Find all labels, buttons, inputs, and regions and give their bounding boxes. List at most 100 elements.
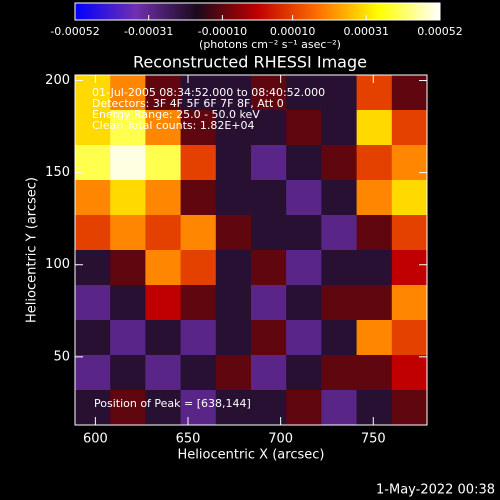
heatmap-cell (391, 285, 428, 321)
heatmap-cell (251, 285, 287, 321)
heatmap-cell (321, 180, 358, 216)
heatmap-cell (391, 250, 428, 286)
heatmap-cell (145, 75, 182, 111)
heatmap-cell (286, 75, 322, 111)
heatmap-cell (180, 390, 217, 426)
heatmap-cell (110, 75, 146, 111)
heatmap-cell (391, 320, 428, 356)
annotation: Clean Total counts: 1.82E+04 (92, 119, 255, 132)
heatmap-cell (356, 285, 393, 321)
heatmap-cell (356, 320, 393, 356)
heatmap-cell (251, 110, 287, 146)
heatmap-cell (75, 215, 111, 251)
heatmap-cell (251, 180, 287, 216)
heatmap-cell (286, 180, 322, 216)
heatmap-cell (180, 250, 217, 286)
heatmap-cell (180, 180, 217, 216)
heatmap-cell (391, 110, 428, 146)
colorbar-tick-label: 0.00031 (344, 25, 390, 38)
heatmap-cell (110, 285, 146, 321)
heatmap-cell (321, 145, 358, 181)
y-tick-label: 50 (53, 349, 70, 364)
heatmap-cell (251, 215, 287, 251)
heatmap-cell (391, 390, 428, 426)
heatmap-cell (145, 285, 182, 321)
timestamp: 1-May-2022 00:38 (376, 483, 495, 498)
heatmap-cell (251, 145, 287, 181)
annotation: Energy Range: 25.0 - 50.0 keV (92, 108, 260, 121)
heatmap-cell (110, 110, 146, 146)
heatmap-cell (180, 285, 217, 321)
heatmap-cell (75, 180, 111, 216)
x-tick-label: 600 (83, 432, 108, 447)
heatmap-cell (110, 145, 146, 181)
annotation: 01-Jul-2005 08:34:52.000 to 08:40:52.000 (92, 86, 325, 99)
heatmap-cell (180, 110, 217, 146)
heatmap-cell (321, 320, 358, 356)
heatmap-cell (75, 285, 111, 321)
heatmap-cell (145, 145, 182, 181)
heatmap-cell (356, 250, 393, 286)
colorbar-tick-label: -0.00031 (124, 25, 173, 38)
x-tick-label: 700 (268, 432, 293, 447)
heatmap-cell (180, 75, 217, 111)
heatmap-cell (321, 75, 358, 111)
heatmap-cell (391, 355, 428, 391)
heatmap-cell (391, 180, 428, 216)
heatmap-cell (321, 250, 358, 286)
heatmap-cell (145, 320, 182, 356)
heatmap-cell (356, 355, 393, 391)
heatmap-cell (145, 180, 182, 216)
colorbar-tick-label: 0.00052 (417, 25, 463, 38)
heatmap-cell (286, 285, 322, 321)
heatmap-cell (356, 215, 393, 251)
heatmap-cell (215, 180, 252, 216)
y-tick-label: 200 (45, 73, 70, 88)
heatmap-cell (286, 145, 322, 181)
heatmap-cell (180, 215, 217, 251)
heatmap-cell (75, 320, 111, 356)
heatmap-cell (286, 215, 322, 251)
heatmap-cell (215, 145, 252, 181)
heatmap-cell (145, 355, 182, 391)
heatmap-cell (356, 75, 393, 111)
heatmap-cell (215, 110, 252, 146)
heatmap-cell (75, 145, 111, 181)
heatmap-cell (145, 390, 182, 426)
heatmap-cell (75, 355, 111, 391)
heatmap-cell (321, 110, 358, 146)
heatmap-cell (286, 355, 322, 391)
heatmap-cell (215, 250, 252, 286)
heatmap-cell (110, 215, 146, 251)
heatmap-cell (215, 215, 252, 251)
heatmap-cell (75, 390, 111, 426)
heatmap-cell (180, 145, 217, 181)
heatmap-cell (110, 355, 146, 391)
heatmap-cell (321, 285, 358, 321)
heatmap-cell (215, 390, 252, 426)
heatmap-cell (286, 110, 322, 146)
heatmap-cell (356, 390, 393, 426)
heatmap-cell (286, 250, 322, 286)
y-tick-label: 100 (45, 257, 70, 272)
heatmap-cell (356, 110, 393, 146)
peak-label: Position of Peak = [638,144] (94, 397, 251, 410)
heatmap-cell (145, 215, 182, 251)
heatmap-cell (75, 110, 111, 146)
heatmap-cell (145, 250, 182, 286)
annotation: Detectors: 3F 4F 5F 6F 7F 8F, Att 0 (92, 97, 284, 110)
heatmap-cell (110, 250, 146, 286)
colorbar-tick-label: 0.00010 (270, 25, 316, 38)
heatmap-cell (110, 390, 146, 426)
heatmap-cell (251, 320, 287, 356)
heatmap-cell (251, 390, 287, 426)
plot-frame (74, 74, 428, 426)
y-tick-label: 150 (45, 165, 70, 180)
heatmap-cell (75, 250, 111, 286)
heatmap-cell (321, 355, 358, 391)
heatmap-cell (321, 215, 358, 251)
colorbar (74, 2, 441, 21)
x-axis-label: Heliocentric X (arcsec) (178, 448, 325, 463)
heatmap-cell (215, 355, 252, 391)
